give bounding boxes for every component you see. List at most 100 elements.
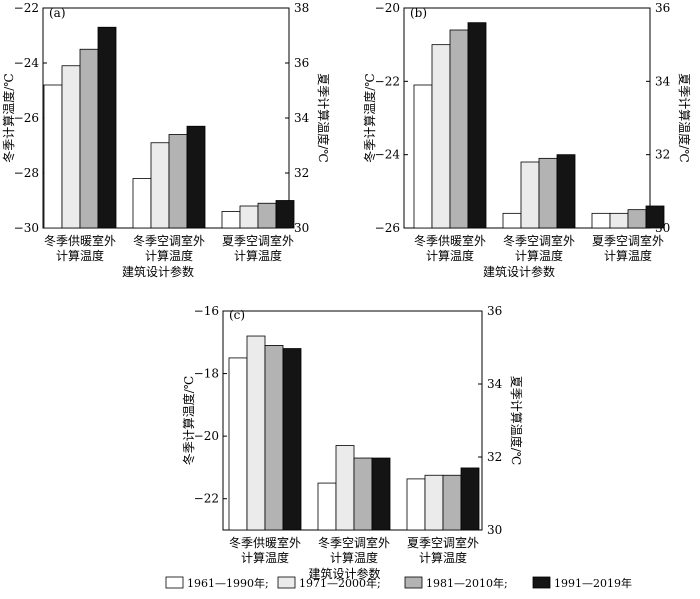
left-tick-label: −16 bbox=[194, 304, 219, 318]
category-label-line: 夏季空调室外 bbox=[222, 233, 294, 248]
right-tick-label: 34 bbox=[294, 111, 310, 125]
legend-label-2: 1971—2000年; bbox=[299, 576, 381, 590]
category-label-line: 计算温度 bbox=[604, 248, 652, 263]
category-label-line: 计算温度 bbox=[145, 248, 193, 263]
bar-2-cat-3 bbox=[239, 205, 259, 229]
bar-4-cat-2 bbox=[186, 125, 206, 229]
chart-panel-c: (c)−22−20−18−1630323436冬季供暖室外计算温度冬季空调室外计… bbox=[181, 304, 524, 581]
category-label: 冬季空调室外计算温度 bbox=[503, 233, 575, 263]
bar-2-cat-1 bbox=[431, 44, 451, 229]
left-tick-label: −20 bbox=[375, 1, 400, 15]
category-label-line: 夏季空调室外 bbox=[407, 535, 479, 550]
left-tick-label: −28 bbox=[14, 166, 39, 180]
legend-label-3: 1981—2010年; bbox=[426, 576, 508, 590]
left-tick-label: −20 bbox=[194, 429, 219, 443]
bar-1-cat-3 bbox=[221, 211, 241, 229]
category-label-line: 计算温度 bbox=[56, 248, 104, 263]
category-label: 冬季供暖室外计算温度 bbox=[44, 233, 116, 263]
left-axis-title: 冬季计算温度/℃ bbox=[362, 73, 377, 162]
bar-3-cat-1 bbox=[79, 48, 99, 229]
right-axis-title: 夏季计算温度/℃ bbox=[509, 376, 524, 465]
bar-1-cat-2 bbox=[502, 212, 522, 229]
legend-swatch-2 bbox=[277, 576, 296, 589]
right-axis-title: 夏季计算温度/℃ bbox=[316, 73, 331, 162]
category-label: 夏季空调室外计算温度 bbox=[222, 233, 294, 263]
category-label-line: 冬季空调室外 bbox=[318, 535, 390, 550]
bar-4-cat-2 bbox=[371, 457, 391, 531]
legend-label-1: 1961—1990年; bbox=[187, 576, 269, 590]
category-label-line: 计算温度 bbox=[515, 248, 563, 263]
x-axis-title: 建筑设计参数 bbox=[483, 264, 555, 279]
bar-2-cat-3 bbox=[424, 474, 444, 531]
legend: 1961—1990年; 1971—2000年; 1981—2010年; 1991—20… bbox=[165, 576, 632, 590]
right-tick-label: 36 bbox=[294, 56, 309, 70]
category-label: 夏季空调室外计算温度 bbox=[592, 233, 664, 263]
bar-1-cat-1 bbox=[228, 357, 248, 531]
category-label-line: 冬季空调室外 bbox=[133, 233, 205, 248]
right-tick-label: 34 bbox=[655, 74, 671, 88]
x-axis-title: 建筑设计参数 bbox=[122, 264, 194, 279]
category-label: 冬季供暖室外计算温度 bbox=[414, 233, 486, 263]
legend-swatch-3 bbox=[404, 576, 423, 589]
category-label-line: 计算温度 bbox=[234, 248, 282, 263]
bar-2-cat-1 bbox=[246, 335, 266, 531]
bar-3-cat-2 bbox=[538, 157, 558, 229]
bar-1-cat-3 bbox=[406, 478, 426, 531]
category-label-line: 冬季空调室外 bbox=[503, 233, 575, 248]
bar-1-cat-2 bbox=[132, 178, 152, 229]
legend-swatch-4 bbox=[532, 576, 551, 589]
right-tick-label: 36 bbox=[655, 1, 670, 15]
bar-3-cat-3 bbox=[627, 209, 647, 229]
left-tick-label: −22 bbox=[194, 492, 219, 506]
left-tick-label: −26 bbox=[14, 111, 39, 125]
bar-3-cat-3 bbox=[442, 474, 462, 531]
left-tick-label: −24 bbox=[375, 148, 401, 162]
bar-3-cat-2 bbox=[168, 134, 188, 229]
category-label: 冬季供暖室外计算温度 bbox=[229, 535, 301, 565]
x-axis-title: 建筑设计参数 bbox=[308, 566, 380, 581]
category-label-line: 冬季供暖室外 bbox=[414, 233, 486, 248]
bar-1-cat-2 bbox=[317, 482, 337, 531]
chart-panel-a: (a)−30−28−26−24−223032343638冬季供暖室外计算温度冬季… bbox=[1, 1, 331, 279]
bar-4-cat-1 bbox=[467, 22, 487, 229]
bar-4-cat-3 bbox=[645, 205, 665, 229]
right-tick-label: 32 bbox=[487, 450, 502, 464]
bar-4-cat-1 bbox=[282, 348, 302, 531]
chart-panel-b: (b)−26−24−22−2030323436冬季供暖室外计算温度冬季空调室外计… bbox=[362, 1, 692, 279]
bar-3-cat-1 bbox=[449, 29, 469, 229]
bar-2-cat-2 bbox=[520, 161, 540, 229]
category-label-line: 计算温度 bbox=[330, 550, 378, 565]
legend-swatch-1 bbox=[165, 576, 184, 589]
bar-2-cat-2 bbox=[150, 142, 170, 229]
left-tick-label: −22 bbox=[14, 1, 39, 15]
legend-label-4: 1991—2019年 bbox=[554, 576, 632, 590]
panel-label: (b) bbox=[410, 6, 427, 20]
bar-1-cat-1 bbox=[43, 84, 63, 229]
right-axis-title: 夏季计算温度/℃ bbox=[677, 73, 692, 162]
left-tick-label: −24 bbox=[14, 56, 40, 70]
bar-3-cat-2 bbox=[353, 457, 373, 531]
bar-3-cat-3 bbox=[257, 202, 277, 229]
left-tick-label: −26 bbox=[375, 221, 400, 235]
panel-label: (c) bbox=[229, 308, 245, 322]
right-tick-label: 34 bbox=[487, 377, 503, 391]
bar-1-cat-3 bbox=[591, 212, 611, 229]
left-tick-label: −18 bbox=[194, 367, 219, 381]
bar-2-cat-3 bbox=[609, 212, 629, 229]
bar-1-cat-1 bbox=[413, 84, 433, 229]
category-label: 冬季空调室外计算温度 bbox=[318, 535, 390, 565]
right-tick-label: 36 bbox=[487, 304, 502, 318]
bar-4-cat-1 bbox=[97, 26, 117, 229]
category-label-line: 计算温度 bbox=[419, 550, 467, 565]
category-label-line: 冬季供暖室外 bbox=[44, 233, 116, 248]
left-tick-label: −30 bbox=[14, 221, 39, 235]
bar-3-cat-1 bbox=[264, 345, 284, 531]
category-label: 夏季空调室外计算温度 bbox=[407, 535, 479, 565]
bar-4-cat-3 bbox=[275, 200, 295, 229]
category-label-line: 冬季供暖室外 bbox=[229, 535, 301, 550]
right-tick-label: 38 bbox=[294, 1, 309, 15]
category-label: 冬季空调室外计算温度 bbox=[133, 233, 205, 263]
bar-2-cat-2 bbox=[335, 445, 355, 531]
right-tick-label: 32 bbox=[655, 148, 670, 162]
